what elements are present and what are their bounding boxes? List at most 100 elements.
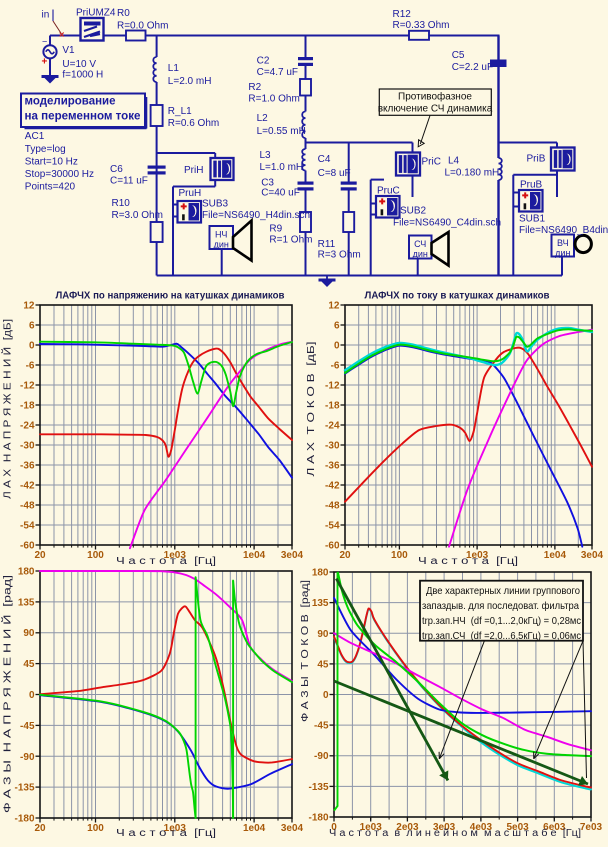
svg-text:R=0.0 Ohm: R=0.0 Ohm <box>117 21 168 32</box>
svg-text:SUB1: SUB1 <box>519 214 546 225</box>
svg-text:Ч а с т о т а [Гц]: Ч а с т о т а [Гц] <box>116 828 216 839</box>
svg-text:100: 100 <box>87 550 104 561</box>
svg-text:дин: дин <box>555 248 570 258</box>
svg-text:Противофазное: Противофазное <box>398 91 472 103</box>
svg-text:f=1000 H: f=1000 H <box>62 70 103 81</box>
svg-text:3e03: 3e03 <box>433 822 456 833</box>
svg-text:-90: -90 <box>20 752 35 763</box>
svg-text:100: 100 <box>391 550 408 561</box>
svg-text:Две характерных линии группово: Две характерных линии группового <box>426 586 580 597</box>
svg-text:1e03: 1e03 <box>466 550 489 561</box>
svg-text:-54: -54 <box>325 521 340 532</box>
svg-text:0: 0 <box>331 822 337 833</box>
svg-text:1e03: 1e03 <box>164 550 187 561</box>
svg-text:-60: -60 <box>20 541 35 552</box>
svg-text:1e03: 1e03 <box>360 822 383 833</box>
svg-text:trp.зап.СЧ (df =2,0...6,5кГц): trp.зап.СЧ (df =2,0...6,5кГц) = 0,06мс <box>422 631 581 642</box>
svg-text:3e04: 3e04 <box>581 550 604 561</box>
svg-text:1e04: 1e04 <box>243 550 266 561</box>
svg-text:-30: -30 <box>20 441 35 452</box>
svg-text:90: 90 <box>317 629 329 640</box>
svg-text:-54: -54 <box>20 521 35 532</box>
svg-text:C3: C3 <box>261 178 274 189</box>
svg-text:PriC: PriC <box>422 157 441 168</box>
svg-text:C6: C6 <box>110 164 123 175</box>
svg-text:1e03: 1e03 <box>164 823 187 834</box>
svg-text:-45: -45 <box>314 721 329 732</box>
svg-text:-180: -180 <box>308 813 328 824</box>
svg-text:−: − <box>42 37 47 47</box>
svg-text:-12: -12 <box>325 381 340 392</box>
svg-text:PruH: PruH <box>179 188 202 199</box>
svg-text:R=0.33 Ohm: R=0.33 Ohm <box>393 20 450 31</box>
svg-text:-180: -180 <box>14 814 34 825</box>
svg-text:L=0.55 mH: L=0.55 mH <box>257 126 306 137</box>
svg-text:-45: -45 <box>20 721 35 732</box>
svg-text:AC1: AC1 <box>25 131 45 142</box>
svg-text:12: 12 <box>23 301 35 312</box>
svg-text:-48: -48 <box>20 501 35 512</box>
svg-text:Type=log: Type=log <box>25 144 66 155</box>
svg-text:File=NS6490_H4din.sch: File=NS6490_H4din.sch <box>202 210 310 221</box>
svg-text:Ч а с т о т а [Гц]: Ч а с т о т а [Гц] <box>116 556 216 567</box>
svg-text:V1: V1 <box>62 45 75 56</box>
svg-text:U=10 V: U=10 V <box>62 59 96 70</box>
svg-text:File=NS6490_B4din.sch: File=NS6490_B4din.sch <box>519 225 608 236</box>
svg-text:C5: C5 <box>452 50 465 61</box>
svg-text:-42: -42 <box>325 481 340 492</box>
svg-text:L2: L2 <box>257 113 269 124</box>
svg-text:-6: -6 <box>331 361 340 372</box>
svg-text:-18: -18 <box>325 401 340 412</box>
svg-text:SUB2: SUB2 <box>400 206 427 217</box>
svg-text:R9: R9 <box>269 224 282 235</box>
svg-text:-6: -6 <box>26 361 35 372</box>
svg-text:-24: -24 <box>20 421 35 432</box>
svg-text:20: 20 <box>34 823 46 834</box>
svg-text:1e04: 1e04 <box>243 823 266 834</box>
svg-text:Start=10 Hz: Start=10 Hz <box>25 157 78 168</box>
svg-text:20: 20 <box>339 550 351 561</box>
svg-text:-24: -24 <box>325 421 340 432</box>
svg-text:Л А Х Н А П Р Я Ж Е Н И Й [д: Л А Х Н А П Р Я Ж Е Н И Й [дБ] <box>1 319 14 499</box>
svg-text:дин: дин <box>214 240 229 250</box>
svg-text:-48: -48 <box>325 501 340 512</box>
svg-text:L=0.180 mH: L=0.180 mH <box>445 168 500 179</box>
svg-text:Ф А З Ы Н А П Р Я Ж Е Н И Й: Ф А З Ы Н А П Р Я Ж Е Н И Й [рад] <box>1 575 14 813</box>
svg-text:R0: R0 <box>117 8 130 19</box>
svg-text:0: 0 <box>29 341 35 352</box>
svg-text:-30: -30 <box>325 441 340 452</box>
svg-text:45: 45 <box>317 659 329 670</box>
svg-text:2e03: 2e03 <box>396 822 419 833</box>
svg-text:C=4.7 uF: C=4.7 uF <box>257 67 298 78</box>
svg-text:0: 0 <box>29 690 35 701</box>
svg-text:6: 6 <box>334 321 340 332</box>
svg-text:Stop=30000 Hz: Stop=30000 Hz <box>25 169 94 180</box>
svg-text:R=1 Ohm: R=1 Ohm <box>269 235 312 246</box>
svg-text:5e03: 5e03 <box>506 822 529 833</box>
svg-text:Ф А З Ы Т О К О В [рад]: Ф А З Ы Т О К О В [рад] <box>300 580 311 722</box>
svg-text:in: in <box>42 10 50 21</box>
svg-text:-36: -36 <box>325 461 340 472</box>
svg-text:Ч а с т о т а [Гц]: Ч а с т о т а [Гц] <box>418 556 518 567</box>
svg-text:R=1.0 Ohm: R=1.0 Ohm <box>248 94 299 105</box>
svg-text:1e04: 1e04 <box>544 550 567 561</box>
svg-text:запаздыв. для последоват. филь: запаздыв. для последоват. фильтра <box>422 600 579 612</box>
svg-text:C4: C4 <box>318 154 331 165</box>
svg-text:L=1.0 mH: L=1.0 mH <box>260 162 304 173</box>
svg-text:Л А Х Т О К О В [дБ]: Л А Х Т О К О В [дБ] <box>306 341 317 476</box>
svg-text:дин: дин <box>413 249 428 259</box>
svg-text:-18: -18 <box>20 401 35 412</box>
svg-text:C=40 uF: C=40 uF <box>261 188 300 199</box>
svg-text:180: 180 <box>312 568 329 579</box>
svg-text:-90: -90 <box>314 751 329 762</box>
svg-text:File=NS6490_C4din.sch: File=NS6490_C4din.sch <box>393 218 501 229</box>
svg-text:3e04: 3e04 <box>281 550 304 561</box>
svg-text:PriUMZ4: PriUMZ4 <box>76 8 116 19</box>
svg-text:-60: -60 <box>325 541 340 552</box>
svg-text:на переменном токе: на переменном токе <box>25 109 141 123</box>
svg-text:trp.зап.НЧ (df =0,1...2,0кГц): trp.зап.НЧ (df =0,1...2,0кГц) = 0,28мс <box>422 616 581 627</box>
svg-text:Points=420: Points=420 <box>25 182 76 193</box>
svg-text:ЛАФЧХ по напряжению на катушка: ЛАФЧХ по напряжению на катушках динамико… <box>56 290 285 302</box>
svg-text:180: 180 <box>18 567 35 578</box>
svg-text:-135: -135 <box>308 782 328 793</box>
